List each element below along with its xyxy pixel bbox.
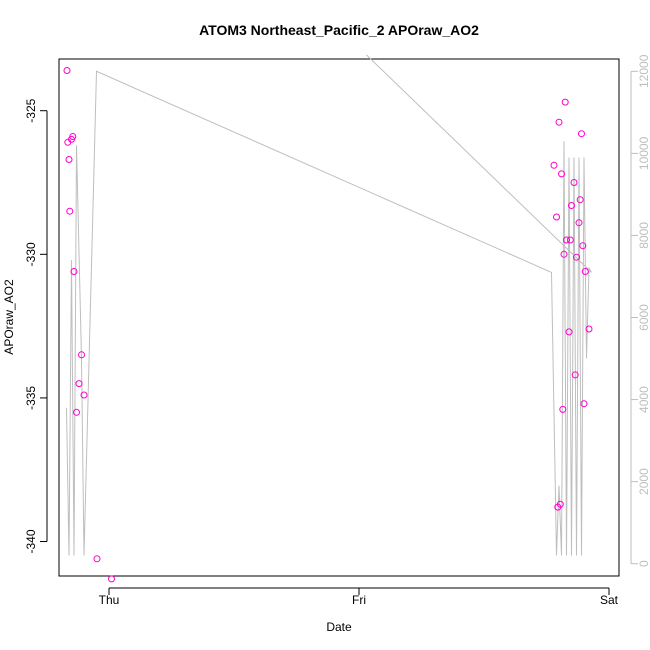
data-point: [555, 118, 563, 126]
data-point: [576, 196, 584, 204]
data-point: [568, 202, 575, 209]
data-point: [78, 351, 85, 359]
data-point: [565, 328, 573, 336]
data-point: [558, 170, 565, 178]
plot-frame: [58, 58, 620, 577]
data-point: [550, 161, 558, 169]
x-axis-tick-label: Sat: [600, 593, 619, 607]
data-point: [69, 133, 77, 140]
x-axis-label: Date: [326, 620, 352, 634]
data-point: [580, 400, 588, 408]
data-point: [553, 213, 560, 221]
y2-axis-tick-label: 12000: [637, 54, 650, 88]
y2-axis-tick-label: 10000: [637, 136, 650, 170]
x-axis-tick-label: Fri: [352, 593, 366, 607]
x-axis-tick-label: Thu: [99, 593, 120, 607]
data-point: [573, 253, 580, 261]
data-point: [579, 242, 587, 250]
y2-axis-tick-label: 4000: [637, 386, 650, 413]
axes-layer: -340 -335 -330 -325 0 2000 4000 6000 8000 10000 12…: [24, 54, 650, 607]
y-axis-tick-label: -330: [24, 242, 38, 266]
data-point: [80, 391, 88, 399]
y2-axis-tick-label: 8000: [637, 222, 650, 249]
y-axis-tick-label: -335: [24, 386, 38, 410]
data-point: [563, 236, 570, 244]
data-point: [93, 555, 101, 563]
data-point: [66, 207, 74, 215]
data-point: [65, 156, 73, 163]
series-line: [66, 54, 592, 556]
y-axis-tick-label: -340: [24, 529, 38, 553]
y-axis-tick-label: -325: [24, 98, 38, 122]
y2-axis-tick-label: 2000: [637, 468, 650, 495]
data-point: [559, 405, 567, 413]
line-series-layer: [66, 54, 592, 556]
data-point: [63, 67, 71, 74]
data-point: [556, 500, 564, 508]
data-point: [75, 380, 83, 388]
data-point: [581, 268, 589, 275]
y-axis-label: APOraw_AO2: [2, 279, 16, 355]
scatter-series-layer: [63, 67, 593, 583]
y2-axis-tick-label: 6000: [637, 304, 650, 331]
data-point: [70, 268, 78, 275]
data-point: [560, 250, 568, 258]
y2-axis-tick-label: 0: [637, 560, 650, 567]
data-point: [570, 179, 578, 186]
data-point: [571, 371, 579, 379]
data-point: [585, 325, 593, 333]
data-point: [108, 575, 115, 583]
data-point: [575, 219, 583, 227]
data-point: [73, 408, 80, 416]
data-point: [578, 130, 585, 138]
data-point: [566, 236, 574, 244]
data-point: [561, 98, 569, 106]
chart-title: ATOM3 Northeast_Pacific_2 APOraw_AO2: [199, 22, 479, 38]
